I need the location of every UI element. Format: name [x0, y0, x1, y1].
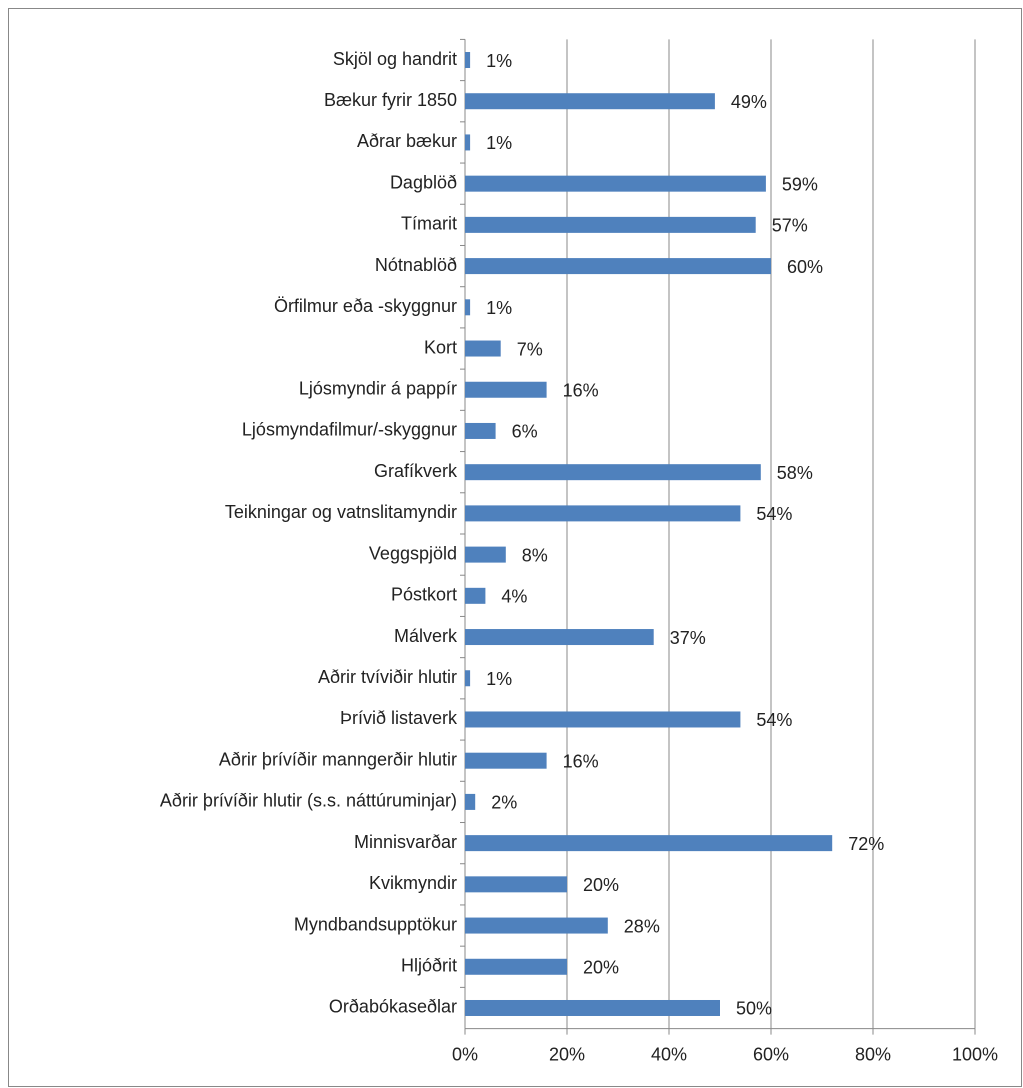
x-tick-label: 100%: [952, 1044, 998, 1064]
bar: [465, 999, 720, 1016]
data-label: 72%: [848, 834, 884, 854]
y-tick-label: Hljóðrit: [401, 956, 457, 976]
bar: [465, 464, 761, 481]
data-label: 58%: [777, 463, 813, 483]
y-tick-label: Minnisvarðar: [354, 832, 457, 852]
bar: [465, 793, 476, 810]
data-label: 54%: [756, 710, 792, 730]
data-label: 50%: [736, 999, 772, 1019]
y-tick-label: Þrívið listaverk: [340, 708, 458, 728]
y-tick-label: Aðrir þrívíðir manngerðir hlutir: [219, 749, 457, 769]
data-label: 28%: [624, 916, 660, 936]
y-tick-label: Ljósmyndir á pappír: [299, 378, 457, 398]
bar: [465, 134, 471, 151]
bar: [465, 629, 654, 646]
x-tick-label: 40%: [651, 1044, 687, 1064]
y-tick-label: Aðrir tvíviðir hlutir: [318, 667, 457, 687]
y-tick-label: Kvikmyndir: [369, 873, 457, 893]
y-tick-label: Myndbandsupptökur: [294, 914, 457, 934]
data-label: 16%: [563, 380, 599, 400]
data-label: 1%: [486, 669, 512, 689]
data-label: 2%: [491, 793, 517, 813]
x-tick-label: 20%: [549, 1044, 585, 1064]
bar: [465, 546, 506, 563]
bar: [465, 340, 501, 357]
bar: [465, 587, 486, 604]
bar: [465, 876, 567, 893]
data-label: 37%: [670, 628, 706, 648]
data-label: 1%: [486, 298, 512, 318]
data-label: 7%: [517, 339, 543, 359]
bar: [465, 216, 756, 233]
y-tick-label: Örfilmur eða -skyggnur: [274, 296, 457, 316]
bar: [465, 505, 741, 522]
y-tick-label: Orðabókaseðlar: [329, 997, 457, 1017]
data-label: 49%: [731, 92, 767, 112]
y-tick-label: Dagblöð: [390, 172, 457, 192]
y-tick-label: Aðrar bækur: [357, 131, 457, 151]
bar: [465, 670, 471, 687]
data-label: 8%: [522, 545, 548, 565]
y-tick-label: Veggspjöld: [369, 543, 457, 563]
data-label: 4%: [501, 587, 527, 607]
bar: [465, 835, 833, 852]
bar: [465, 917, 608, 934]
x-tick-label: 80%: [855, 1044, 891, 1064]
data-label: 16%: [563, 751, 599, 771]
data-label: 20%: [583, 958, 619, 978]
y-tick-label: Skjöl og handrit: [333, 49, 457, 69]
data-label: 57%: [772, 216, 808, 236]
data-label: 6%: [512, 422, 538, 442]
y-tick-label: Bækur fyrir 1850: [324, 90, 457, 110]
y-tick-label: Grafíkverk: [374, 461, 458, 481]
bar: [465, 299, 471, 316]
data-label: 54%: [756, 504, 792, 524]
bar: [465, 711, 741, 728]
data-label: 1%: [486, 133, 512, 153]
y-tick-label: Nótnablöð: [375, 255, 457, 275]
bar: [465, 93, 715, 110]
data-label: 1%: [486, 51, 512, 71]
bar: [465, 381, 547, 398]
y-tick-label: Ljósmyndafilmur/-skyggnur: [242, 420, 457, 440]
x-tick-label: 60%: [753, 1044, 789, 1064]
y-tick-label: Kort: [424, 337, 457, 357]
bar: [465, 52, 471, 69]
x-tick-label: 0%: [452, 1044, 478, 1064]
bar: [465, 422, 496, 439]
data-label: 60%: [787, 257, 823, 277]
y-tick-label: Tímarit: [401, 214, 457, 234]
data-label: 59%: [782, 174, 818, 194]
y-tick-label: Aðrir þrívíðir hlutir (s.s. náttúruminja…: [160, 791, 457, 811]
bar: [465, 752, 547, 769]
bar: [465, 258, 771, 275]
bar: [465, 958, 567, 975]
y-tick-label: Póstkort: [391, 585, 457, 605]
y-tick-label: Teikningar og vatnslitamyndir: [225, 502, 457, 522]
data-label: 20%: [583, 875, 619, 895]
bar: [465, 175, 766, 192]
y-tick-label: Málverk: [394, 626, 458, 646]
